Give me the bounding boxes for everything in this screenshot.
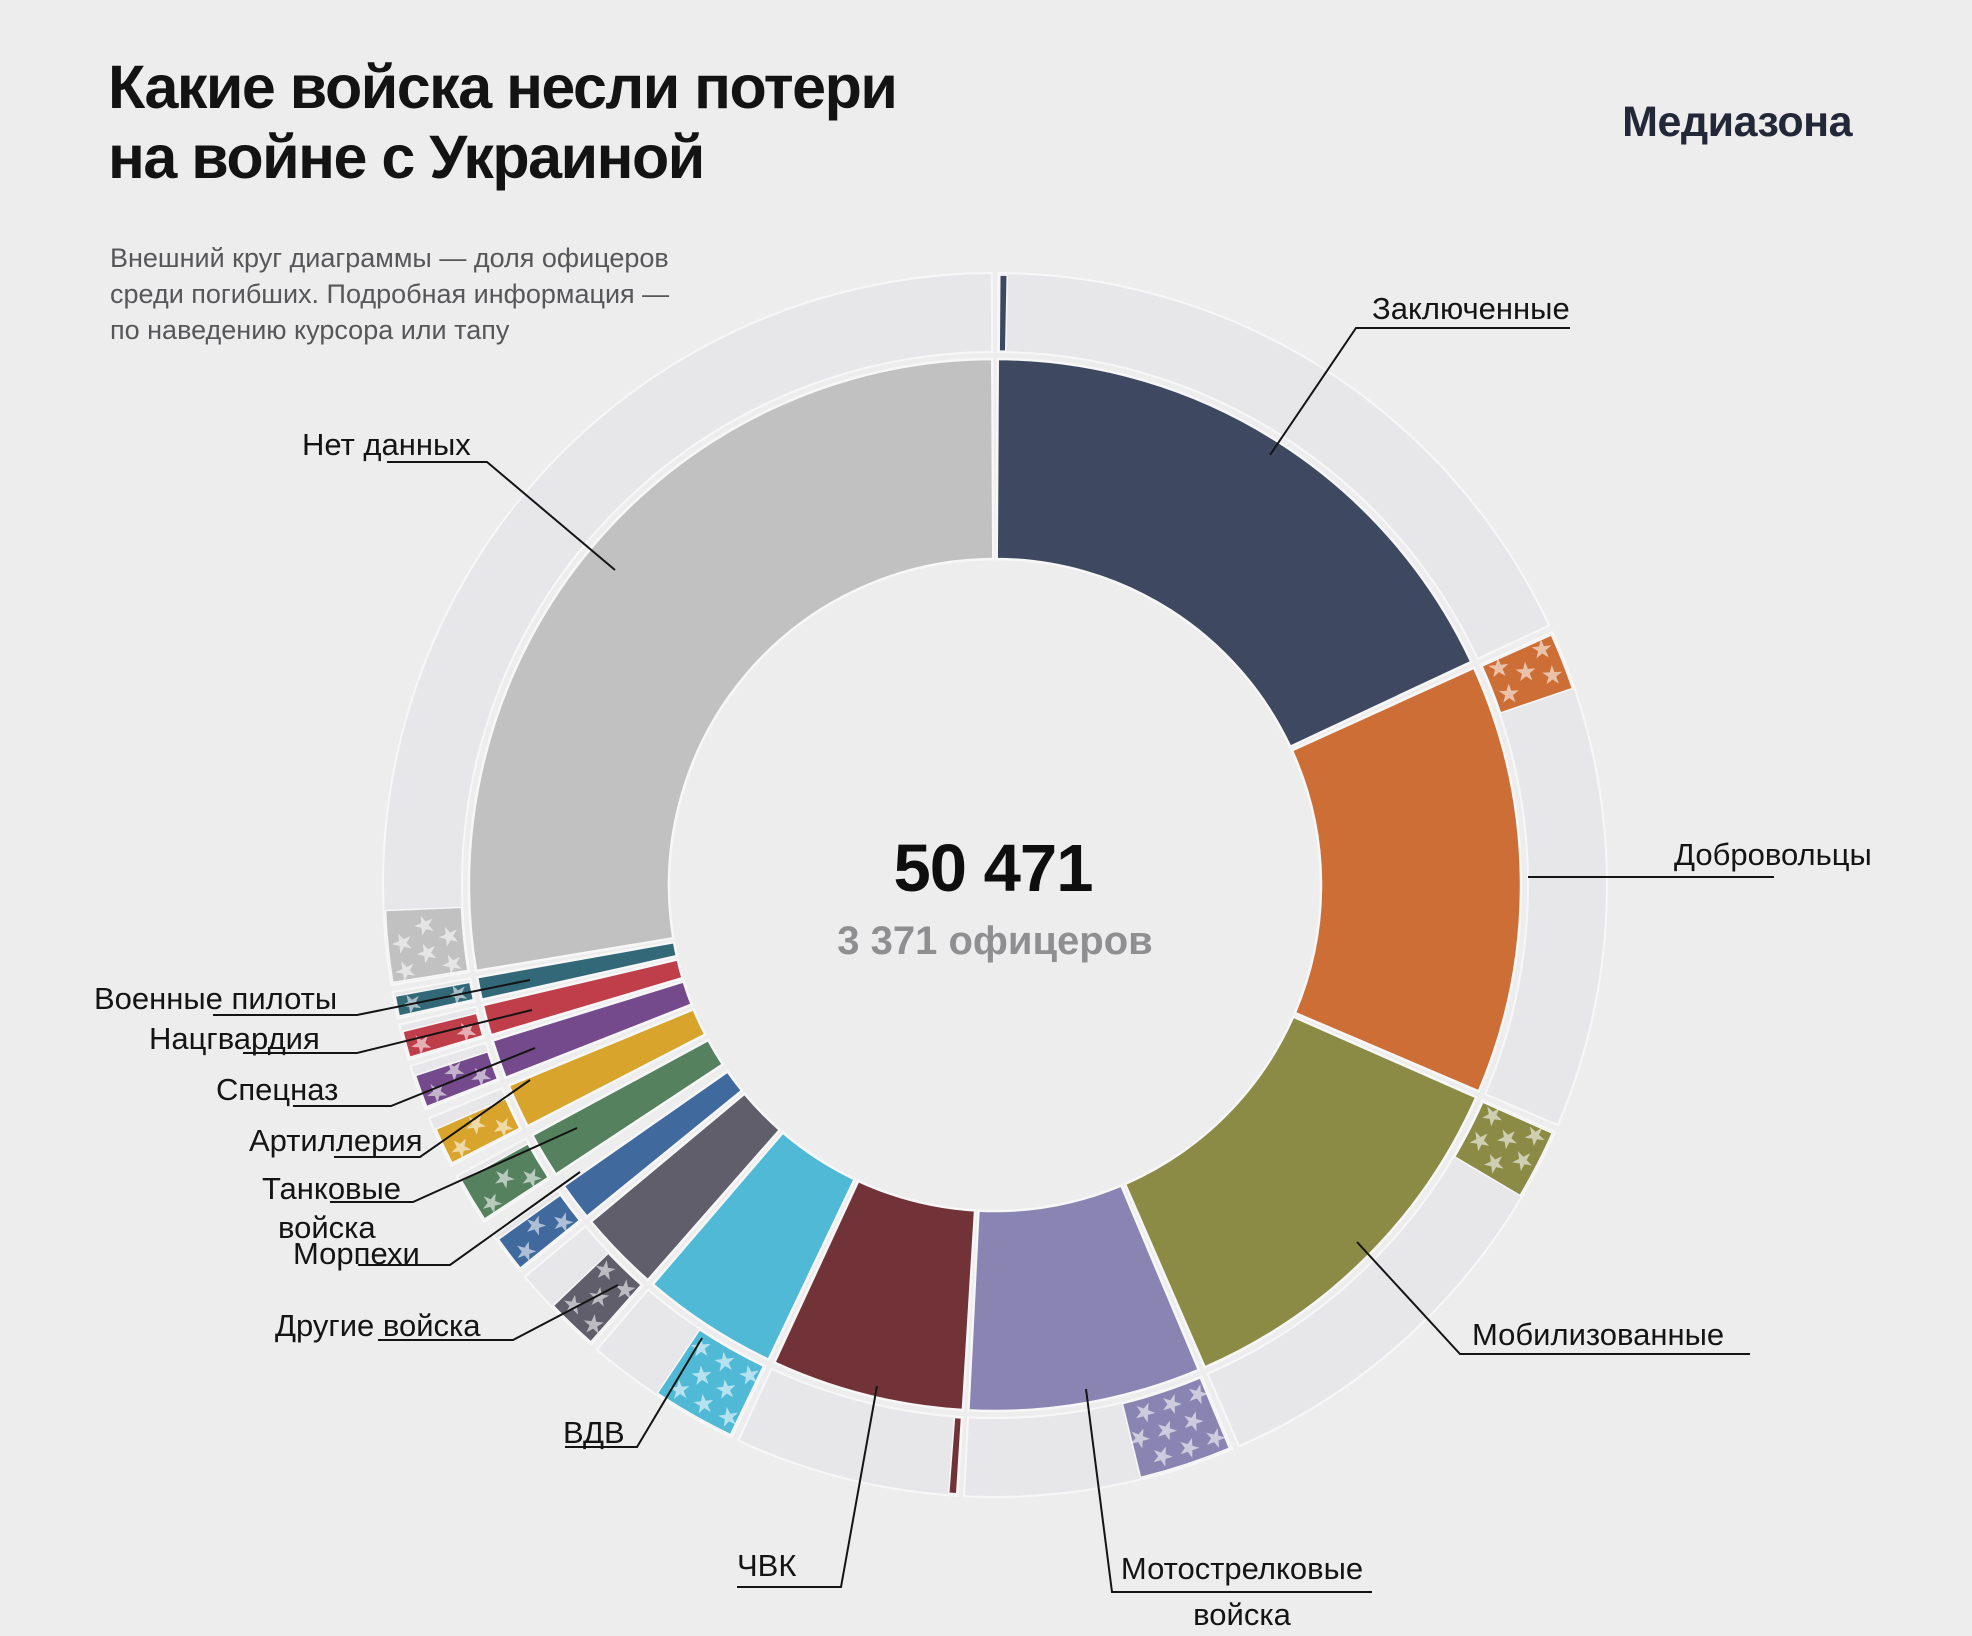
total-officers-value: 3 371 офицеров bbox=[837, 919, 1153, 963]
segment-tankovye[interactable] bbox=[530, 1038, 725, 1177]
segment-mobilizovannye[interactable] bbox=[1123, 1014, 1478, 1370]
leader-drugie-voiska bbox=[378, 1284, 619, 1341]
officer-arc-tankovye[interactable] bbox=[460, 1142, 550, 1221]
segment-vdv[interactable] bbox=[650, 1130, 857, 1362]
star-icon: ★ bbox=[435, 951, 468, 978]
officer-arc-artilleriya[interactable] bbox=[435, 1097, 521, 1164]
chart-subtitle-line3: по наведению курсора или тапу bbox=[110, 315, 510, 345]
label-dobrovoltsy: Добровольцы bbox=[1674, 837, 1872, 872]
leader-tankovye bbox=[330, 1127, 578, 1203]
label-motostrelki-line2: войска bbox=[1193, 1597, 1291, 1632]
label-vdv: ВДВ bbox=[563, 1415, 625, 1450]
label-mobilizovannye: Мобилизованные bbox=[1472, 1317, 1725, 1352]
officer-arc-chvk[interactable] bbox=[947, 1416, 963, 1495]
label-net-dannykh: Нет данных bbox=[302, 427, 471, 462]
leader-zakliuchennye bbox=[1269, 327, 1570, 456]
segment-motostrelki[interactable] bbox=[967, 1183, 1201, 1413]
label-morpekhi: Морпехи bbox=[293, 1236, 420, 1271]
segment-zakliuchennye[interactable] bbox=[995, 357, 1473, 749]
officer-arc-drugie-voiska[interactable] bbox=[552, 1252, 643, 1343]
star-icon: ★ bbox=[389, 957, 422, 984]
star-icon: ★ bbox=[410, 940, 443, 967]
officer-arc-morpekhi[interactable] bbox=[497, 1194, 581, 1270]
leader-natsgvardiya bbox=[243, 1009, 533, 1054]
total-deaths-value: 50 471 bbox=[893, 831, 1094, 906]
chart-subtitle-line1: Внешний круг диаграммы — доля офицеров bbox=[110, 243, 669, 273]
segment-morpekhi[interactable] bbox=[561, 1069, 744, 1219]
label-artilleriya: Артиллерия bbox=[249, 1123, 423, 1158]
leader-voennye-piloty bbox=[213, 979, 531, 1016]
officer-arc-net-dannykh[interactable] bbox=[384, 906, 469, 984]
officer-arc-vdv[interactable] bbox=[656, 1328, 765, 1436]
label-tankovye-line2: войска bbox=[278, 1210, 376, 1245]
segment-dobrovoltsy[interactable] bbox=[1290, 666, 1523, 1094]
leader-mobilizovannye bbox=[1356, 1241, 1750, 1355]
leader-chvk bbox=[737, 1385, 878, 1588]
segment-drugie-voiska[interactable] bbox=[589, 1091, 782, 1282]
star-icon: ★ bbox=[432, 923, 464, 949]
leader-net-dannykh bbox=[387, 461, 616, 571]
officer-ring-dobrovoltsy bbox=[1479, 630, 1608, 1127]
label-motostrelki-line1: Мотострелковые bbox=[1120, 1551, 1364, 1586]
officer-ring-zakliuchennye bbox=[996, 272, 1551, 661]
leader-spetsnaz bbox=[293, 1047, 536, 1107]
officer-ring-mobilizovannye bbox=[1206, 1098, 1557, 1448]
segment-chvk[interactable] bbox=[772, 1179, 977, 1412]
star-icon: ★ bbox=[408, 913, 440, 938]
officer-arc-dobrovoltsy[interactable] bbox=[1481, 633, 1574, 714]
label-tankovye-line1: Танковые bbox=[262, 1171, 402, 1206]
page-title: Какие войска несли потери на войне с Укр… bbox=[108, 52, 898, 192]
leader-vdv bbox=[565, 1337, 703, 1448]
label-voennye-piloty: Военные пилоты bbox=[94, 981, 338, 1016]
label-natsgvardiya: Нацгвардия bbox=[149, 1021, 320, 1056]
officer-arc-motostrelki[interactable] bbox=[1121, 1377, 1231, 1479]
page-title-line2: на войне с Украиной bbox=[108, 123, 705, 191]
leader-artilleriya bbox=[334, 1079, 531, 1158]
officer-arc-mobilizovannye[interactable] bbox=[1453, 1101, 1554, 1197]
page-title-line1: Какие войска несли потери bbox=[108, 53, 898, 121]
leader-morpekhi bbox=[358, 1171, 581, 1266]
segment-artilleriya[interactable] bbox=[507, 1007, 707, 1128]
officer-ring-chvk bbox=[736, 1367, 964, 1497]
segment-natsgvardiya[interactable] bbox=[481, 957, 685, 1037]
mediazona-logo: Медиазона bbox=[1622, 98, 1852, 146]
star-icon: ★ bbox=[386, 930, 418, 956]
chart-subtitle-line2: среди погибших. Подробная информация — bbox=[110, 279, 670, 309]
segment-spetsnaz[interactable] bbox=[490, 979, 694, 1080]
label-zakliuchennye: Заключенные bbox=[1372, 291, 1570, 326]
officer-arc-natsgvardiya[interactable] bbox=[401, 1012, 484, 1059]
chart-subtitle: Внешний круг диаграммы — доля офицеров с… bbox=[110, 240, 669, 348]
officer-arc-zakliuchennye[interactable] bbox=[998, 274, 1009, 352]
segment-voennye-piloty[interactable] bbox=[475, 940, 679, 1002]
label-spetsnaz: Спецназ bbox=[216, 1072, 339, 1107]
segment-net-dannykh[interactable] bbox=[467, 357, 995, 973]
label-drugie-voiska: Другие войска bbox=[275, 1308, 481, 1343]
leader-motostrelki bbox=[1085, 1388, 1372, 1593]
label-chvk: ЧВК bbox=[737, 1548, 797, 1583]
